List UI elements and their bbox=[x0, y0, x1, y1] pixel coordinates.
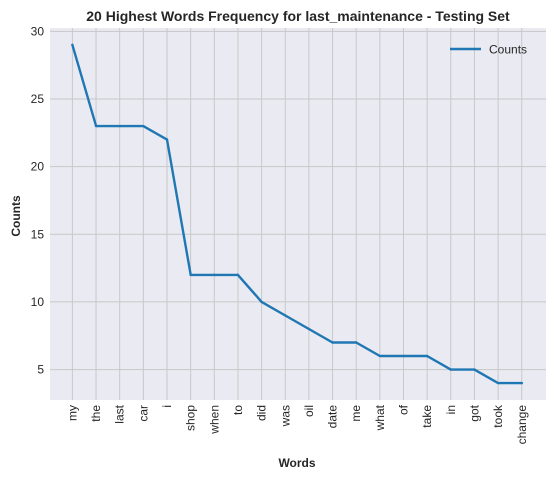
y-tick-label: 10 bbox=[31, 295, 45, 309]
x-tick-label: me bbox=[349, 405, 363, 422]
series-line-counts bbox=[71, 43, 523, 385]
data-point bbox=[94, 124, 98, 128]
y-tick-label: 5 bbox=[37, 363, 44, 377]
x-tick-label: car bbox=[136, 405, 150, 422]
data-point bbox=[449, 368, 452, 371]
chart-title: 20 Highest Words Frequency for last_main… bbox=[86, 8, 510, 24]
data-point bbox=[378, 354, 382, 358]
data-point bbox=[331, 341, 334, 344]
y-gridlines bbox=[50, 30, 546, 371]
x-tick-label: oil bbox=[302, 405, 316, 417]
x-tick-label: did bbox=[255, 405, 269, 421]
x-tick-label: was bbox=[278, 405, 292, 427]
x-tick-label: in bbox=[444, 405, 458, 414]
y-tick-labels: 5 10 15 20 25 30 bbox=[31, 24, 45, 376]
x-tick-label: when bbox=[207, 405, 221, 435]
x-tick-labels: my the last car i shop when to did was oil date me wh… bbox=[65, 404, 528, 444]
data-point bbox=[189, 273, 192, 277]
x-tick-label: what bbox=[373, 404, 387, 431]
data-point bbox=[118, 124, 121, 128]
x-tick-label: took bbox=[491, 404, 505, 428]
y-tick-label: 20 bbox=[31, 160, 45, 174]
x-tick-label: last bbox=[113, 404, 127, 423]
x-tick-label: got bbox=[467, 404, 481, 421]
y-axis-title: Counts bbox=[9, 195, 23, 237]
x-tick-label: to bbox=[231, 405, 245, 415]
data-point bbox=[496, 381, 500, 385]
y-tick-label: 25 bbox=[31, 92, 45, 106]
data-point bbox=[402, 354, 405, 358]
x-tick-label: take bbox=[420, 405, 434, 428]
data-point bbox=[284, 314, 287, 317]
data-point bbox=[71, 43, 74, 47]
series-layer bbox=[71, 43, 523, 385]
y-tick-label: 30 bbox=[31, 24, 45, 38]
y-tick-label: 15 bbox=[31, 227, 45, 241]
data-point bbox=[473, 368, 476, 371]
x-tick-label: shop bbox=[184, 405, 198, 431]
data-point bbox=[236, 273, 240, 277]
x-tick-label: my bbox=[65, 405, 79, 421]
x-tick-label: the bbox=[89, 405, 103, 422]
data-point bbox=[425, 354, 429, 358]
x-tick-label: date bbox=[326, 405, 340, 429]
data-point bbox=[142, 124, 145, 128]
legend: Counts bbox=[450, 43, 527, 57]
data-point bbox=[355, 341, 358, 344]
data-point bbox=[213, 273, 216, 277]
x-tick-label: of bbox=[397, 404, 411, 415]
x-axis-title: Words bbox=[278, 456, 315, 470]
legend-label-counts: Counts bbox=[489, 43, 527, 57]
data-point bbox=[520, 381, 523, 385]
data-point bbox=[307, 327, 311, 331]
x-tick-label: change bbox=[515, 405, 529, 445]
plot-area bbox=[50, 28, 546, 400]
x-tick-label: i bbox=[160, 405, 174, 408]
data-point bbox=[165, 138, 169, 141]
data-point bbox=[260, 300, 263, 304]
x-gridlines bbox=[71, 28, 523, 400]
